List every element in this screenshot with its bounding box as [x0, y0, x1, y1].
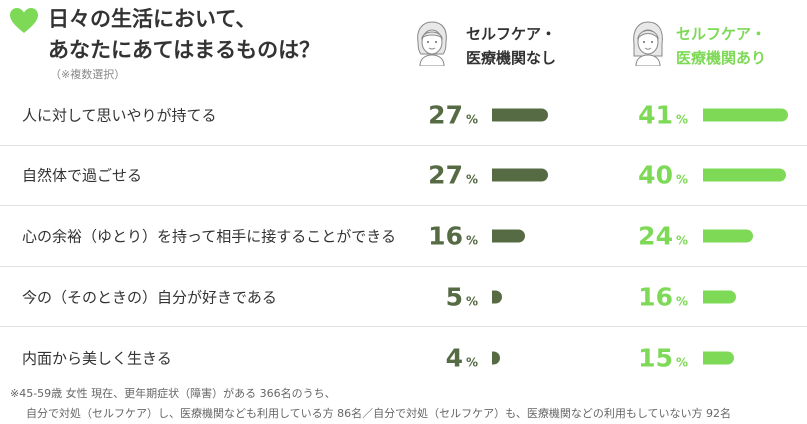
footnote-line-2: 自分で対処（セルフケア）し、医療機関なども利用している方 86名／自分で対処（セ…	[26, 407, 731, 420]
bar-no-selfcare	[492, 290, 502, 304]
data-label-value: 27	[428, 100, 463, 130]
bar-with-selfcare	[703, 290, 736, 304]
data-label-unit: %	[465, 112, 478, 127]
data-label-with-selfcare: 15%	[610, 343, 688, 372]
chart-title-line-1: 日々の生活において、	[48, 7, 257, 31]
data-label-unit: %	[675, 294, 688, 309]
data-label-unit: %	[465, 233, 478, 248]
data-label-unit: %	[465, 355, 478, 370]
series-label-no-selfcare-line-1: セルフケア・	[466, 25, 557, 43]
data-label-no-selfcare: 16%	[400, 221, 478, 250]
category-label: 今の（そのときの）自分が好きである	[22, 288, 277, 307]
data-label-value: 4	[445, 343, 463, 373]
data-label-unit: %	[465, 172, 478, 187]
series-label-with-selfcare-line-2: 医療機関あり	[676, 49, 767, 67]
data-label-with-selfcare: 41%	[610, 100, 688, 129]
chart-title: 日々の生活において、 あなたにあてはまるものは？	[48, 4, 320, 66]
data-label-value: 5	[445, 282, 463, 312]
bar-with-selfcare	[703, 351, 734, 365]
data-label-no-selfcare: 27%	[400, 100, 478, 129]
bar-with-selfcare	[703, 108, 788, 122]
series-label-with-selfcare-line-1: セルフケア・	[676, 25, 767, 43]
data-label-value: 27	[428, 160, 463, 190]
chart-title-line-2: あなたにあてはまるものは？	[48, 38, 321, 62]
chart-row: 自然体で過ごせる 27% 40%	[0, 146, 807, 207]
bar-no-selfcare	[492, 108, 548, 122]
data-label-value: 40	[638, 160, 673, 190]
chart-row: 人に対して思いやりが持てる 27% 41%	[0, 85, 807, 146]
chart-rows: 人に対して思いやりが持てる 27% 41% 自然体で過ごせる 27% 40% 心…	[0, 85, 807, 388]
bar-no-selfcare	[492, 168, 548, 182]
data-label-value: 16	[428, 221, 463, 251]
category-label: 自然体で過ごせる	[22, 166, 143, 185]
woman-avatar-icon	[417, 21, 447, 66]
data-label-unit: %	[675, 112, 688, 127]
bar-no-selfcare	[492, 229, 525, 243]
footnote: ※45-59歳 女性 現在、更年期症状（障害）がある 366名のうち、 自分で対…	[10, 384, 731, 424]
data-label-no-selfcare: 4%	[400, 343, 478, 372]
chart-row: 心の余裕（ゆとり）を持って相手に接することができる 16% 24%	[0, 206, 807, 267]
series-label-no-selfcare-line-2: 医療機関なし	[466, 49, 557, 67]
series-label-with-selfcare: セルフケア・ 医療機関あり	[676, 22, 766, 70]
bar-with-selfcare	[703, 229, 753, 243]
data-label-no-selfcare: 5%	[400, 282, 478, 311]
data-label-with-selfcare: 16%	[610, 282, 688, 311]
data-label-unit: %	[675, 233, 688, 248]
data-label-with-selfcare: 24%	[610, 221, 688, 250]
category-label: 内面から美しく生きる	[22, 349, 172, 368]
category-label: 人に対して思いやりが持てる	[22, 106, 217, 125]
footnote-line-1: ※45-59歳 女性 現在、更年期症状（障害）がある 366名のうち、	[10, 387, 336, 400]
heart-icon	[10, 8, 38, 33]
bar-with-selfcare	[703, 168, 786, 182]
data-label-no-selfcare: 27%	[400, 161, 478, 190]
chart-row: 今の（そのときの）自分が好きである 5% 16%	[0, 267, 807, 328]
data-label-value: 16	[638, 282, 673, 312]
data-label-value: 24	[638, 221, 673, 251]
data-label-unit: %	[675, 172, 688, 187]
chart-subtitle: （※複数選択）	[50, 68, 126, 81]
data-label-unit: %	[675, 355, 688, 370]
bar-no-selfcare	[492, 351, 500, 365]
data-label-with-selfcare: 40%	[610, 161, 688, 190]
category-label: 心の余裕（ゆとり）を持って相手に接することができる	[22, 227, 396, 246]
data-label-unit: %	[465, 294, 478, 309]
data-label-value: 41	[638, 100, 673, 130]
data-label-value: 15	[638, 343, 673, 373]
series-label-no-selfcare: セルフケア・ 医療機関なし	[466, 22, 556, 70]
woman-avatar-icon	[633, 21, 663, 66]
chart-row: 内面から美しく生きる 4% 15%	[0, 327, 807, 388]
